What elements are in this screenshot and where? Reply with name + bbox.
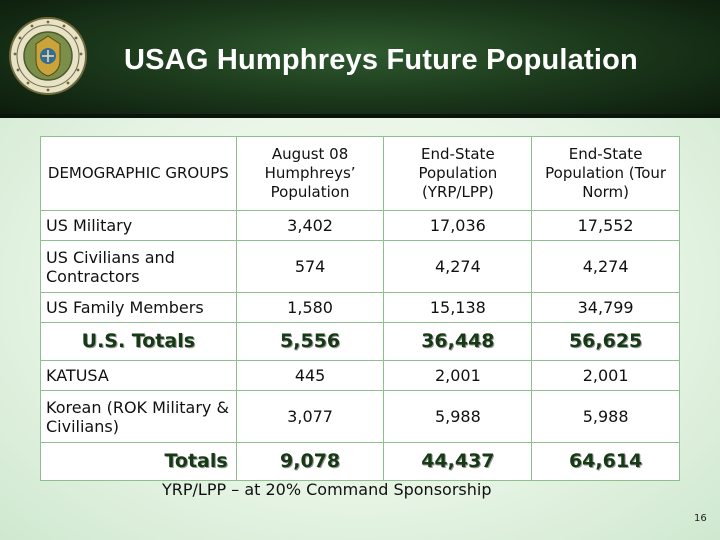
table-cell: 3,402 — [235, 210, 385, 241]
table-cell: 3,077 — [235, 390, 385, 443]
total-cell: 36,448 — [383, 322, 533, 361]
table-cell: 4,274 — [531, 240, 680, 293]
column-header-demographic-groups: DEMOGRAPHIC GROUPS — [40, 136, 237, 211]
total-label: Totals — [40, 442, 237, 481]
page-number: 16 — [694, 513, 707, 524]
table-cell: 17,036 — [383, 210, 533, 241]
total-label: U.S. Totals — [40, 322, 237, 361]
table-cell: 2,001 — [531, 360, 680, 391]
row-label: KATUSA — [40, 360, 237, 391]
total-cell: 64,614 — [531, 442, 680, 481]
commissary-agency-seal-icon — [9, 17, 87, 95]
table-cell: 574 — [235, 240, 385, 293]
table-cell: 4,274 — [383, 240, 533, 293]
row-label: US Civilians and Contractors — [40, 240, 237, 293]
total-cell: 44,437 — [383, 442, 533, 481]
slide-title: USAG Humphreys Future Population — [124, 44, 638, 76]
total-cell: 9,078 — [235, 442, 385, 481]
row-label: US Military — [40, 210, 237, 241]
table-cell: 445 — [235, 360, 385, 391]
table-row: Korean (ROK Military & Civilians) 3,077 … — [40, 390, 680, 443]
table-row: US Civilians and Contractors 574 4,274 4… — [40, 240, 680, 293]
row-label: US Family Members — [40, 292, 237, 323]
table-total-row: Totals 9,078 44,437 64,614 — [40, 442, 680, 481]
column-header-august-08: August 08 Humphreys’ Population — [235, 136, 385, 211]
column-header-end-state-yrp-lpp: End-State Population (YRP/LPP) — [383, 136, 533, 211]
table-cell: 15,138 — [383, 292, 533, 323]
table-total-row: U.S. Totals 5,556 36,448 56,625 — [40, 322, 680, 361]
table-row: US Family Members 1,580 15,138 34,799 — [40, 292, 680, 323]
table-cell: 5,988 — [383, 390, 533, 443]
total-cell: 56,625 — [531, 322, 680, 361]
table-cell: 5,988 — [531, 390, 680, 443]
column-header-end-state-tour-norm: End-State Population (Tour Norm) — [531, 136, 680, 211]
population-table: DEMOGRAPHIC GROUPS August 08 Humphreys’ … — [40, 136, 680, 481]
table-row: KATUSA 445 2,001 2,001 — [40, 360, 680, 391]
table-cell: 34,799 — [531, 292, 680, 323]
header-divider — [0, 114, 720, 118]
table-header-row: DEMOGRAPHIC GROUPS August 08 Humphreys’ … — [40, 136, 680, 211]
table-row: US Military 3,402 17,036 17,552 — [40, 210, 680, 241]
row-label: Korean (ROK Military & Civilians) — [40, 390, 237, 443]
footnote: YRP/LPP – at 20% Command Sponsorship — [162, 480, 492, 499]
table-cell: 1,580 — [235, 292, 385, 323]
table-cell: 2,001 — [383, 360, 533, 391]
slide-header — [0, 0, 720, 118]
total-cell: 5,556 — [235, 322, 385, 361]
table-cell: 17,552 — [531, 210, 680, 241]
